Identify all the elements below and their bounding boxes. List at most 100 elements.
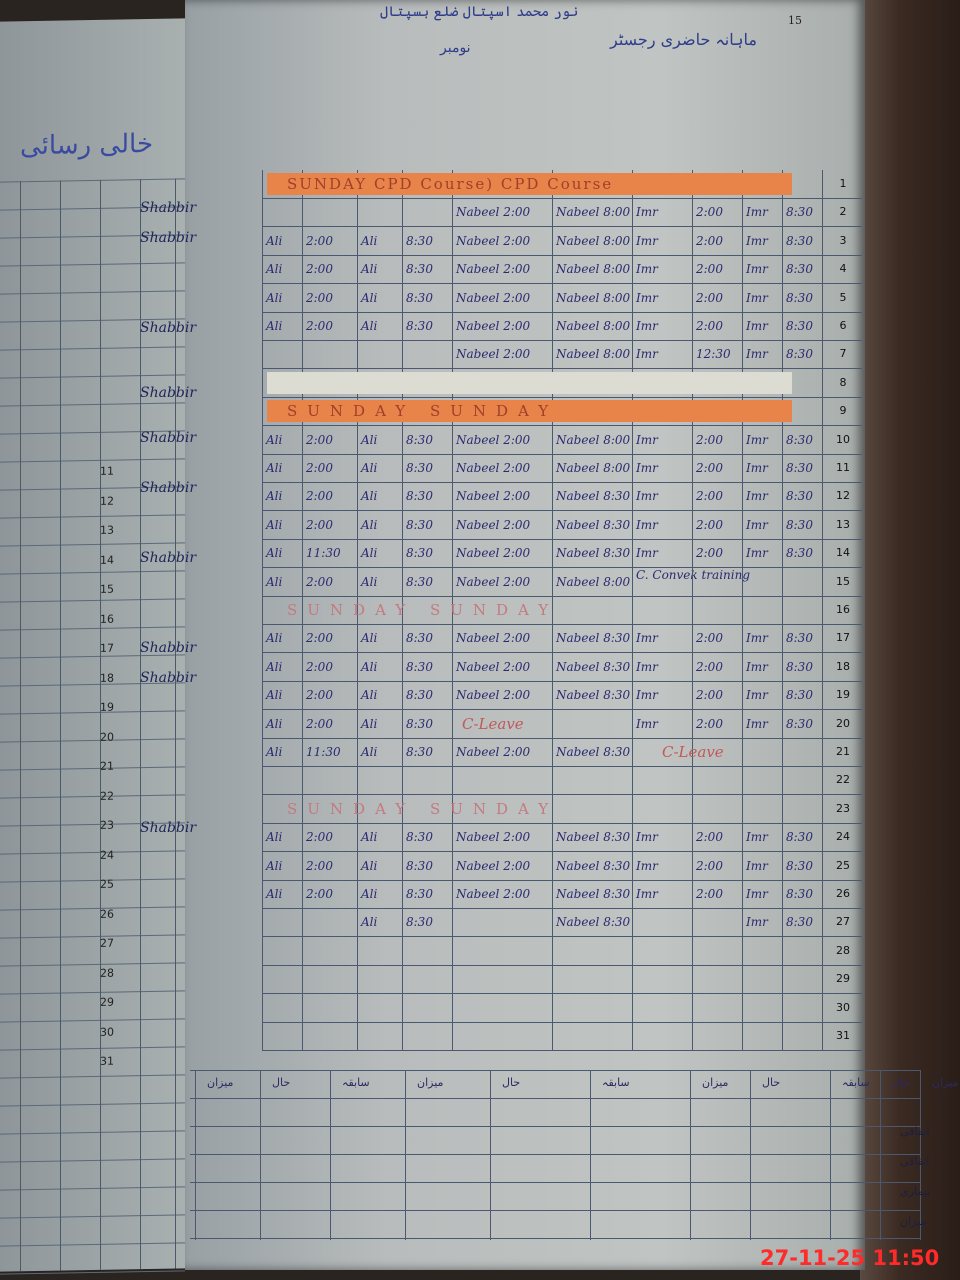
table-cell	[692, 766, 742, 795]
table-cell: Imr	[632, 198, 692, 227]
table-cell	[782, 766, 822, 795]
table-cell	[262, 1022, 302, 1050]
table-cell: 2:00	[302, 454, 357, 482]
table-cell: Imr	[742, 823, 782, 852]
footer-column-label: سابقہ	[602, 1076, 630, 1089]
table-cell: 8:30	[402, 567, 452, 596]
table-cell	[782, 794, 822, 823]
row-number: 29	[822, 965, 863, 994]
footer-column-line	[490, 1070, 491, 1240]
table-cell	[742, 794, 782, 823]
row-number: 9	[822, 397, 863, 426]
table-cell	[692, 936, 742, 965]
table-cell: Imr	[632, 510, 692, 539]
table-cell: 8:30	[782, 425, 822, 454]
footer-row-label: اتفاقی	[900, 1125, 930, 1138]
table-cell: Nabeel 8:30	[552, 908, 632, 937]
footer-line	[190, 1070, 920, 1071]
table-cell: Imr	[742, 709, 782, 738]
table-cell: Ali	[262, 709, 302, 738]
table-cell: 2:00	[692, 823, 742, 852]
table-cell: Ali	[357, 738, 402, 766]
table-row: SUNDAY CPD Course) CPD Course 1	[262, 170, 862, 199]
table-cell	[302, 908, 357, 937]
table-cell	[357, 766, 402, 795]
table-cell: Imr	[632, 482, 692, 511]
left-row-number: 15	[100, 582, 114, 596]
table-cell: 2:00	[302, 226, 357, 255]
footer-column-label: حال	[892, 1076, 911, 1089]
table-row: Ali 11:30 Ali 8:30 Nabeel 2:00 Nabeel 8:30 Imr…	[262, 539, 862, 569]
table-cell: Ali	[262, 454, 302, 482]
table-cell: Imr	[632, 709, 692, 738]
table-cell	[782, 567, 822, 596]
table-cell: Ali	[357, 283, 402, 312]
table-cell: Nabeel 8:30	[552, 539, 632, 568]
table-cell: Ali	[262, 226, 302, 255]
footer-line	[190, 1210, 920, 1211]
signature: Shabbir	[140, 480, 197, 496]
highlight-band	[267, 371, 792, 394]
table-cell	[782, 936, 822, 965]
table-cell: 8:30	[782, 226, 822, 255]
table-cell: 11:30	[302, 738, 357, 766]
table-cell: 2:00	[692, 454, 742, 482]
table-cell: 8:30	[402, 283, 452, 312]
ruled-line	[0, 626, 185, 631]
table-cell: Nabeel 2:00	[452, 738, 552, 766]
table-row: Ali 2:00 Ali 8:30 Nabeel 2:00 Nabeel 8:30 Imr 2…	[262, 880, 862, 909]
table-cell: 8:30	[782, 539, 822, 568]
table-cell: 2:00	[692, 652, 742, 681]
table-cell: Ali	[262, 425, 302, 454]
table-cell: 2:00	[692, 510, 742, 539]
table-cell: 8:30	[402, 681, 452, 710]
table-cell: 8:30	[402, 823, 452, 852]
column-line	[20, 181, 21, 1272]
table-cell	[632, 965, 692, 994]
left-row-number: 13	[100, 523, 114, 537]
left-row-number: 12	[100, 494, 114, 508]
table-cell: 8:30	[782, 255, 822, 284]
table-cell	[262, 965, 302, 994]
table-cell: Ali	[262, 738, 302, 766]
table-cell: 2:00	[692, 681, 742, 710]
table-cell: Imr	[632, 283, 692, 312]
table-cell	[692, 965, 742, 994]
table-cell: Nabeel 2:00	[452, 624, 552, 653]
ruled-line	[0, 402, 185, 407]
table-cell: 8:30	[782, 624, 822, 653]
footer-column-line	[920, 1070, 921, 1240]
ruled-line	[0, 542, 185, 547]
table-cell: Nabeel 8:30	[552, 823, 632, 852]
sunday-band: SUNDAY SUNDAY	[287, 601, 559, 619]
table-row: Ali 2:00 Ali 8:30 Nabeel 2:00 Nabeel 8:30 Imr 2…	[262, 482, 862, 512]
ruled-line	[0, 962, 185, 967]
register-header: نور محمد اسپتال ضلع ہسپتال نومبر ماہانہ …	[200, 0, 860, 170]
right-page	[185, 0, 865, 1270]
table-cell	[632, 1022, 692, 1050]
table-cell: 8:30	[782, 198, 822, 227]
table-row: Nabeel 2:00 Nabeel 8:00 Imr 2:00 Imr 8:30 2	[262, 198, 862, 228]
table-cell: Nabeel 8:00	[552, 198, 632, 227]
ruled-line	[0, 766, 185, 771]
signature: Shabbir	[140, 320, 197, 336]
table-cell	[692, 908, 742, 937]
ruled-line	[0, 570, 185, 575]
table-cell	[357, 198, 402, 227]
table-cell: Nabeel 2:00	[452, 880, 552, 908]
ruled-line	[0, 878, 185, 883]
table-cell: 2:00	[302, 880, 357, 908]
table-cell	[742, 567, 782, 596]
ruled-line	[0, 514, 185, 519]
table-cell	[402, 340, 452, 369]
table-cell: 2:00	[302, 283, 357, 312]
footer-line	[190, 1238, 920, 1239]
table-cell	[452, 993, 552, 1022]
table-cell: Imr	[742, 425, 782, 454]
table-cell: 2:00	[302, 510, 357, 539]
row-number: 15	[822, 567, 863, 596]
table-cell: Nabeel 2:00	[452, 312, 552, 340]
row-number: 26	[822, 880, 863, 908]
table-cell: 8:30	[402, 425, 452, 454]
table-cell: Nabeel 8:00	[552, 425, 632, 454]
